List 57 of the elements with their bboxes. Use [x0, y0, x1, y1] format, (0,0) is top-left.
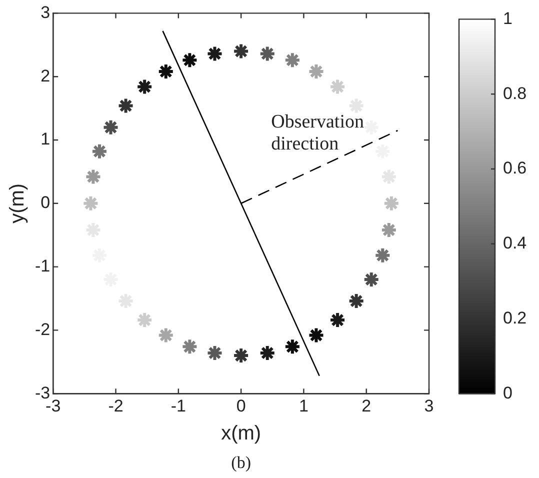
text: (b): [231, 452, 251, 472]
point: [362, 270, 380, 288]
y-axis-title: y(m): [6, 183, 29, 224]
point: [258, 344, 276, 362]
x-tick-label: 2: [362, 396, 372, 416]
annotation: Observation direction: [271, 111, 364, 154]
y-tick-label: 2: [40, 66, 50, 86]
y-tick-label: 1: [40, 130, 50, 149]
point: [136, 78, 154, 96]
point: [181, 52, 198, 69]
point: [157, 63, 174, 80]
point: [84, 222, 102, 239]
color-bar-label: 0.6: [503, 158, 527, 178]
color-bar-label: 1: [503, 8, 512, 28]
point: [284, 338, 301, 356]
point: [258, 45, 276, 62]
point: [117, 97, 134, 114]
x-tick-label: 0: [236, 396, 246, 416]
x-axis-title: x(m): [221, 422, 262, 445]
y-tick-label: -2: [34, 320, 50, 339]
point: [329, 312, 346, 329]
point: [102, 118, 120, 136]
point: [232, 42, 250, 60]
point: [348, 97, 365, 114]
x-tick-label: -2: [108, 396, 124, 416]
point: [329, 78, 346, 96]
point: [374, 246, 392, 264]
point: [82, 194, 100, 212]
point: [284, 52, 301, 69]
y-tick-label: 3: [40, 2, 50, 22]
point: [382, 194, 400, 212]
point: [374, 142, 392, 160]
point: [206, 344, 224, 362]
color-bar-label: 0: [503, 383, 512, 402]
point: [157, 326, 174, 344]
point: [362, 118, 380, 136]
point: [308, 63, 325, 80]
point: [380, 222, 398, 239]
point: [348, 292, 365, 310]
y-tick-label: -1: [34, 256, 50, 276]
color-bar-label: 0.8: [503, 84, 527, 103]
point: [232, 347, 250, 364]
point: [181, 338, 198, 356]
point: [90, 142, 108, 160]
color-bar-label: 0.2: [503, 308, 527, 328]
point: [308, 326, 325, 344]
color-bar-label: 0.4: [503, 234, 527, 253]
point: [206, 45, 224, 62]
y-tick-label: -3: [34, 383, 50, 402]
y-tick-label: 0: [40, 193, 50, 212]
point: [380, 168, 398, 186]
point: [84, 168, 102, 186]
x-tick-label: 1: [298, 396, 308, 416]
point: [136, 312, 154, 329]
x-tick-label: -1: [170, 396, 186, 416]
x-tick-label: 3: [424, 396, 434, 416]
point: [117, 292, 134, 310]
